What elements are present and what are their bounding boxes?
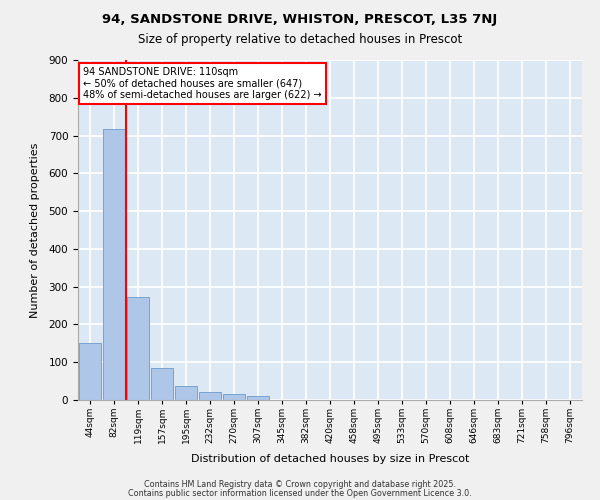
Bar — [127, 297, 149, 400]
Text: Contains public sector information licensed under the Open Government Licence 3.: Contains public sector information licen… — [128, 488, 472, 498]
Text: 94, SANDSTONE DRIVE, WHISTON, PRESCOT, L35 7NJ: 94, SANDSTONE DRIVE, WHISTON, PRESCOT, L… — [103, 12, 497, 26]
Bar — [103, 129, 125, 400]
Bar — [223, 394, 245, 400]
Y-axis label: Number of detached properties: Number of detached properties — [31, 142, 40, 318]
Bar — [199, 392, 221, 400]
Bar — [151, 368, 173, 400]
Text: Contains HM Land Registry data © Crown copyright and database right 2025.: Contains HM Land Registry data © Crown c… — [144, 480, 456, 489]
Text: 94 SANDSTONE DRIVE: 110sqm
← 50% of detached houses are smaller (647)
48% of sem: 94 SANDSTONE DRIVE: 110sqm ← 50% of deta… — [83, 67, 322, 100]
Text: Size of property relative to detached houses in Prescot: Size of property relative to detached ho… — [138, 32, 462, 46]
X-axis label: Distribution of detached houses by size in Prescot: Distribution of detached houses by size … — [191, 454, 469, 464]
Bar — [175, 386, 197, 400]
Bar — [247, 396, 269, 400]
Bar — [79, 344, 101, 400]
